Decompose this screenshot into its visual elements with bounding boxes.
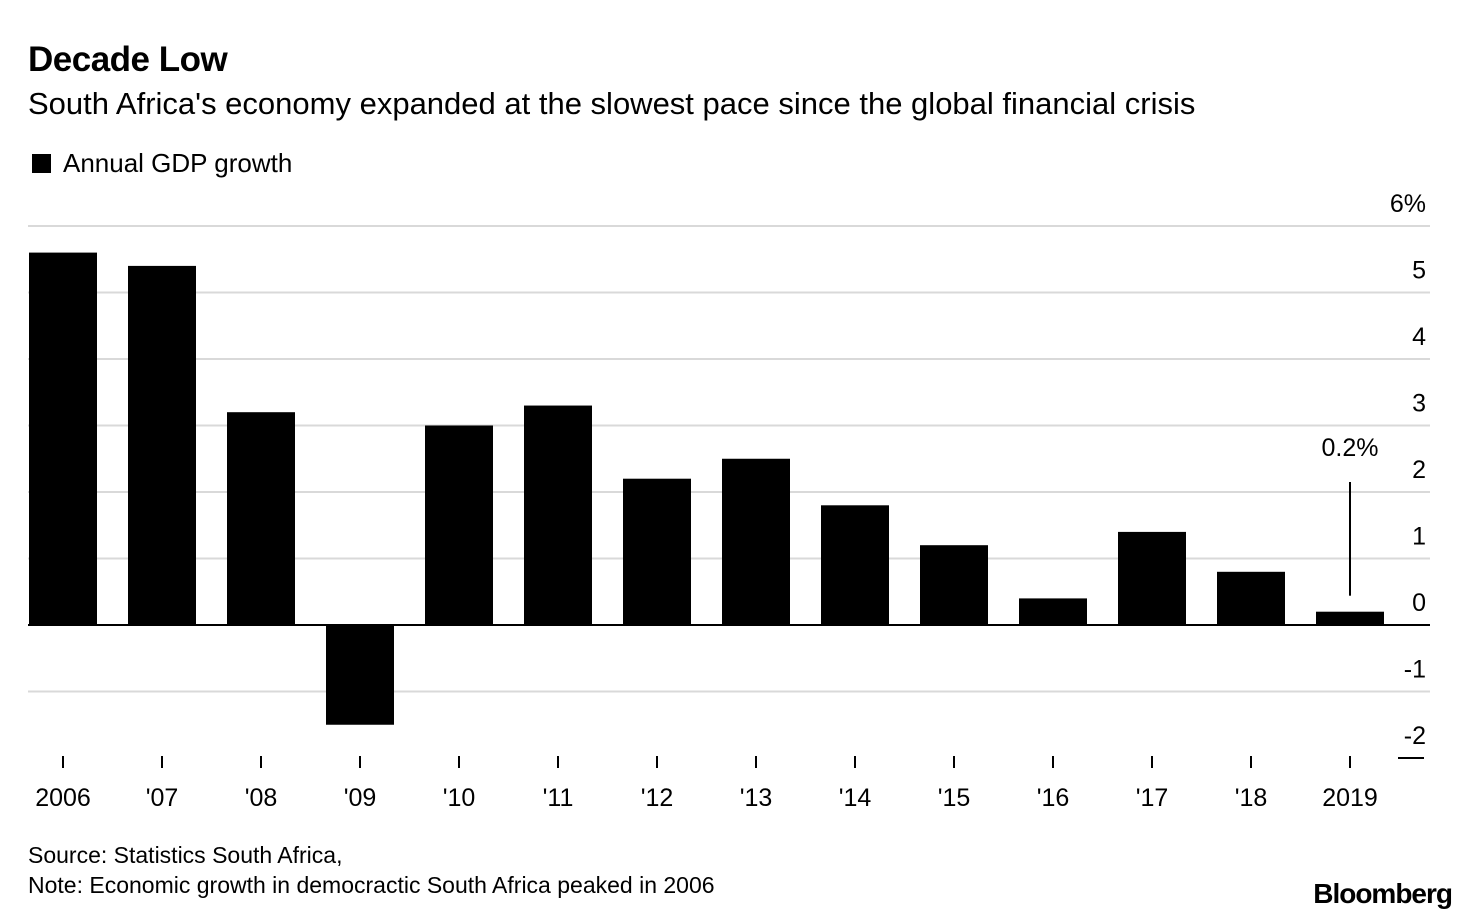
legend-label: Annual GDP growth [63, 148, 293, 178]
x-tick-label: 2019 [1322, 784, 1378, 812]
y-tick-label: 4 [1412, 323, 1426, 351]
x-tick-label: '17 [1136, 784, 1169, 812]
y-tick-label: 1 [1412, 523, 1426, 551]
bar-2019 [1316, 611, 1384, 625]
y-tick-label: 5 [1412, 257, 1426, 285]
footnote: Note: Economic growth in democractic Sou… [28, 872, 715, 898]
bar-12 [623, 478, 691, 625]
bar-2006 [29, 252, 97, 625]
chart-footnotes: Source: Statistics South Africa, Note: E… [28, 840, 715, 900]
bar-15 [920, 545, 988, 625]
x-tick-label: '11 [543, 784, 574, 812]
y-tick-label: 6% [1390, 190, 1426, 218]
bar-17 [1118, 531, 1186, 625]
legend: Annual GDP growth [32, 148, 292, 179]
x-tick-label: 2006 [35, 784, 91, 812]
brand-logo: Bloomberg [1313, 878, 1453, 909]
bar-14 [821, 505, 889, 625]
bar-10 [425, 425, 493, 625]
x-tick-label: '13 [740, 784, 773, 812]
x-tick-label: '15 [938, 784, 971, 812]
y-tick-label: 3 [1412, 390, 1426, 418]
bar-11 [524, 405, 592, 625]
x-tick-label: '16 [1037, 784, 1070, 812]
x-tick-label: '14 [839, 784, 872, 812]
x-tick-label: '08 [245, 784, 278, 812]
legend-swatch [32, 154, 51, 173]
source-note: Source: Statistics South Africa, [28, 842, 343, 868]
chart-title: Decade Low [28, 40, 228, 79]
y-tick-label: -1 [1404, 656, 1426, 684]
x-tick-label: '07 [146, 784, 179, 812]
bar-13 [722, 458, 790, 625]
x-tick-label: '10 [443, 784, 476, 812]
x-tick-label: '09 [344, 784, 377, 812]
bar-08 [227, 412, 295, 625]
bar-18 [1217, 571, 1285, 625]
bar-07 [128, 265, 196, 625]
x-tick-label: '12 [641, 784, 674, 812]
annotation-label: 0.2% [1322, 434, 1379, 462]
y-tick-label: -2 [1404, 722, 1426, 750]
y-tick-label: 0 [1412, 589, 1426, 617]
bar-16 [1019, 598, 1087, 625]
x-tick-label: '18 [1235, 784, 1268, 812]
y-tick-label: 2 [1412, 456, 1426, 484]
chart-subtitle: South Africa's economy expanded at the s… [28, 86, 1196, 121]
bar-09 [326, 625, 394, 725]
